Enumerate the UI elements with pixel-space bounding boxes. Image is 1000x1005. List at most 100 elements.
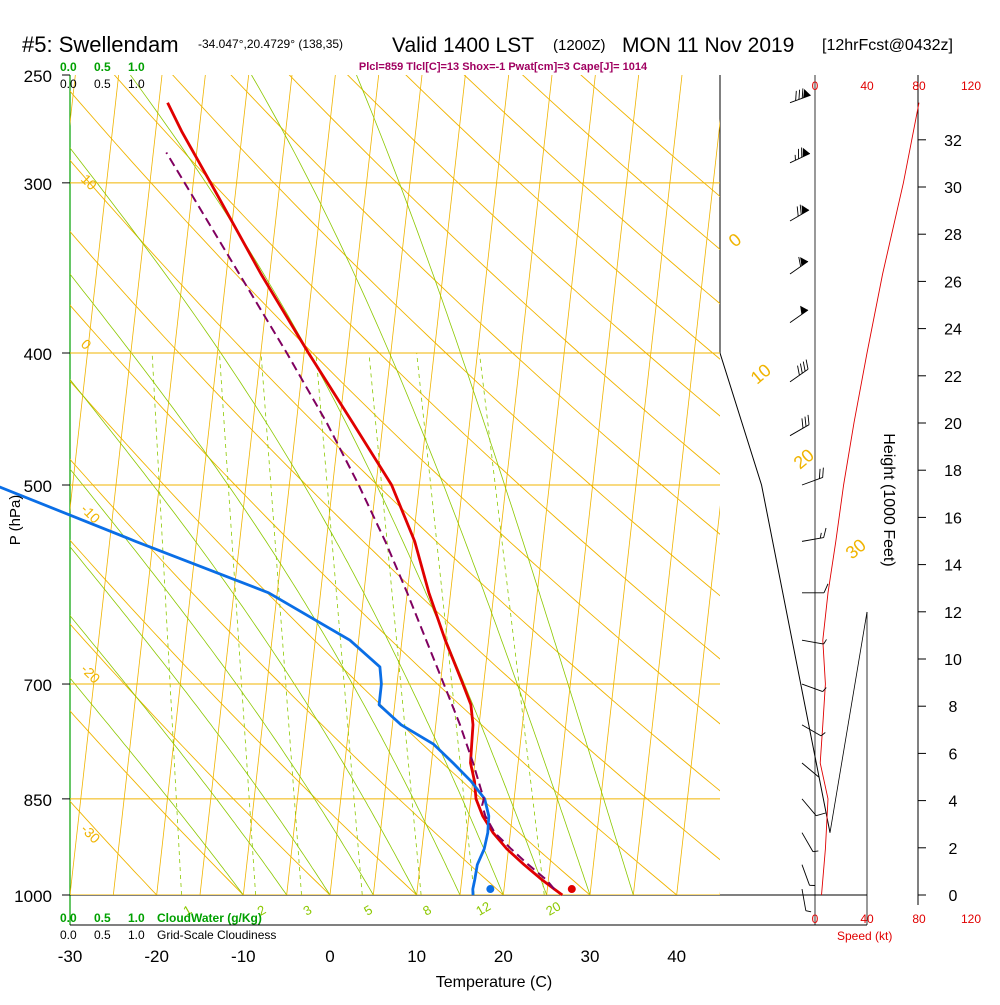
cloudwater-bottom-2: 1.0 xyxy=(128,911,145,925)
height-tick-label-4: 8 xyxy=(949,699,958,716)
wind-barb-shaft xyxy=(802,799,816,816)
adiabat-label-1: 0 xyxy=(78,336,95,353)
moist-adiabat-line xyxy=(0,163,287,895)
temperature-tick-label-3: 0 xyxy=(325,947,334,966)
wind-barb-shaft xyxy=(802,889,806,911)
height-tick-label-10: 20 xyxy=(944,416,962,433)
mixing-ratio-label-6: 20 xyxy=(543,898,563,918)
valid-time: Valid 1400 LST xyxy=(392,34,534,57)
cloudiness-bottom-0: 0.0 xyxy=(60,928,77,942)
mixing-ratio-line xyxy=(152,353,181,895)
wind-barb-shaft xyxy=(802,640,824,644)
sounding-indices: Plcl=859 Tlcl[C]=13 Shox=-1 Pwat[cm]=3 C… xyxy=(359,61,648,73)
pressure-tick-label-3: 500 xyxy=(24,477,52,496)
isotherm-line-bottom xyxy=(717,895,720,925)
wind-barb-flag xyxy=(816,810,825,819)
wind-barb-flag xyxy=(793,91,800,101)
station-coords: -34.047°,20.4729° (138,35) xyxy=(198,37,343,51)
wind-panel-bevel xyxy=(830,612,867,833)
mixing-ratio-label-5: 12 xyxy=(473,898,493,918)
surface-dewpoint-dot xyxy=(486,885,494,893)
forecast-label: [12hrFcst@0432z] xyxy=(822,37,953,54)
cloudiness-bottom-1: 0.5 xyxy=(94,928,111,942)
isotherm-line-bottom xyxy=(283,895,286,925)
height-tick-label-9: 18 xyxy=(944,463,962,480)
series-parcel-line xyxy=(166,153,554,890)
wind-barb-shaft xyxy=(802,865,810,886)
valid-date: MON 11 Nov 2019 xyxy=(622,34,794,57)
speed-axis-title: Speed (kt) xyxy=(837,929,892,943)
wind-barb-pennant xyxy=(797,255,808,266)
wind-barb xyxy=(785,360,811,382)
speed-tick-bottom-0: 0 xyxy=(812,912,819,926)
isotherm-line-bottom xyxy=(760,895,763,925)
wind-barb-pennant xyxy=(797,303,808,314)
height-tick-label-8: 16 xyxy=(944,510,962,527)
isotherm-line xyxy=(763,75,855,895)
wind-barb xyxy=(802,830,818,853)
isotherm-line-bottom xyxy=(587,895,590,925)
wind-barb-half xyxy=(819,533,822,538)
height-tick-label-7: 14 xyxy=(944,558,962,575)
moist-adiabat-label-1: 10 xyxy=(747,360,775,388)
mixing-ratio-label-2: 3 xyxy=(301,902,315,919)
cloudiness-bottom-2: 1.0 xyxy=(128,928,145,942)
temperature-tick-label-1: -20 xyxy=(144,947,169,966)
wind-barb xyxy=(786,415,813,436)
speed-tick-bottom-2: 80 xyxy=(912,912,926,926)
isotherm-line-bottom xyxy=(327,895,330,925)
wind-speed-line xyxy=(820,103,919,895)
temperature-tick-label-7: 40 xyxy=(667,947,686,966)
moist-adiabat-label-2: 20 xyxy=(790,445,818,473)
adiabat-label-3: -20 xyxy=(78,661,104,687)
height-tick-label-11: 22 xyxy=(944,369,962,386)
wind-barb-half xyxy=(823,687,827,692)
height-tick-label-2: 4 xyxy=(949,794,958,811)
wind-barb-shaft xyxy=(790,310,808,323)
cloudiness-top-1: 0.5 xyxy=(94,77,111,91)
isotherm-line-bottom xyxy=(500,895,503,925)
cloudwater-bottom-1: 0.5 xyxy=(94,911,111,925)
mixing-ratio-label-4: 8 xyxy=(420,902,434,919)
moist-adiabat-line xyxy=(0,110,330,896)
cloudwater-top-0: 0.0 xyxy=(60,60,77,74)
wind-barb-pennant xyxy=(798,203,809,214)
speed-tick-top-0: 0 xyxy=(812,79,819,93)
wind-barb xyxy=(800,528,827,541)
isotherm-line-bottom xyxy=(673,895,676,925)
speed-tick-top-3: 120 xyxy=(961,79,981,93)
pressure-tick-label-4: 700 xyxy=(24,676,52,695)
wind-barb xyxy=(802,793,826,819)
isotherm-line-bottom xyxy=(413,895,416,925)
temperature-tick-label-6: 30 xyxy=(581,947,600,966)
adiabat-label-0: 10 xyxy=(78,171,100,193)
chart-title: #5: Swellendam xyxy=(22,32,179,57)
zulu-time: (1200Z) xyxy=(553,37,606,54)
speed-tick-bottom-1: 40 xyxy=(860,912,874,926)
wind-barb-flag xyxy=(796,90,803,100)
wind-barb-half xyxy=(824,639,827,644)
isotherm-line-bottom xyxy=(630,895,633,925)
cloudiness-top-2: 1.0 xyxy=(128,77,145,91)
height-tick-label-12: 24 xyxy=(944,322,962,339)
temperature-tick-label-2: -10 xyxy=(231,947,256,966)
speed-tick-top-2: 80 xyxy=(912,79,926,93)
wind-barb-flag xyxy=(822,528,828,538)
wind-barb-flag xyxy=(824,584,828,593)
wind-barb xyxy=(802,863,815,887)
height-axis-title: Height (1000 Feet) xyxy=(880,433,897,566)
height-tick-label-15: 30 xyxy=(944,180,962,197)
wind-barb xyxy=(785,254,808,274)
adiabat-label-4: -30 xyxy=(78,821,104,847)
mixing-ratio-line xyxy=(219,353,255,895)
plot-right-boundary xyxy=(720,75,830,833)
pressure-tick-label-2: 400 xyxy=(24,345,52,364)
height-tick-label-13: 26 xyxy=(944,274,962,291)
wind-barb xyxy=(787,87,811,103)
pressure-tick-label-0: 250 xyxy=(24,67,52,86)
mixing-ratio-line xyxy=(261,353,302,895)
wind-barb-half xyxy=(813,849,818,853)
moist-adiabat-label-0: 0 xyxy=(725,229,746,251)
adiabat-label-2: -10 xyxy=(78,501,104,527)
cloudwater-legend-label: CloudWater (g/Kg) xyxy=(157,911,262,925)
